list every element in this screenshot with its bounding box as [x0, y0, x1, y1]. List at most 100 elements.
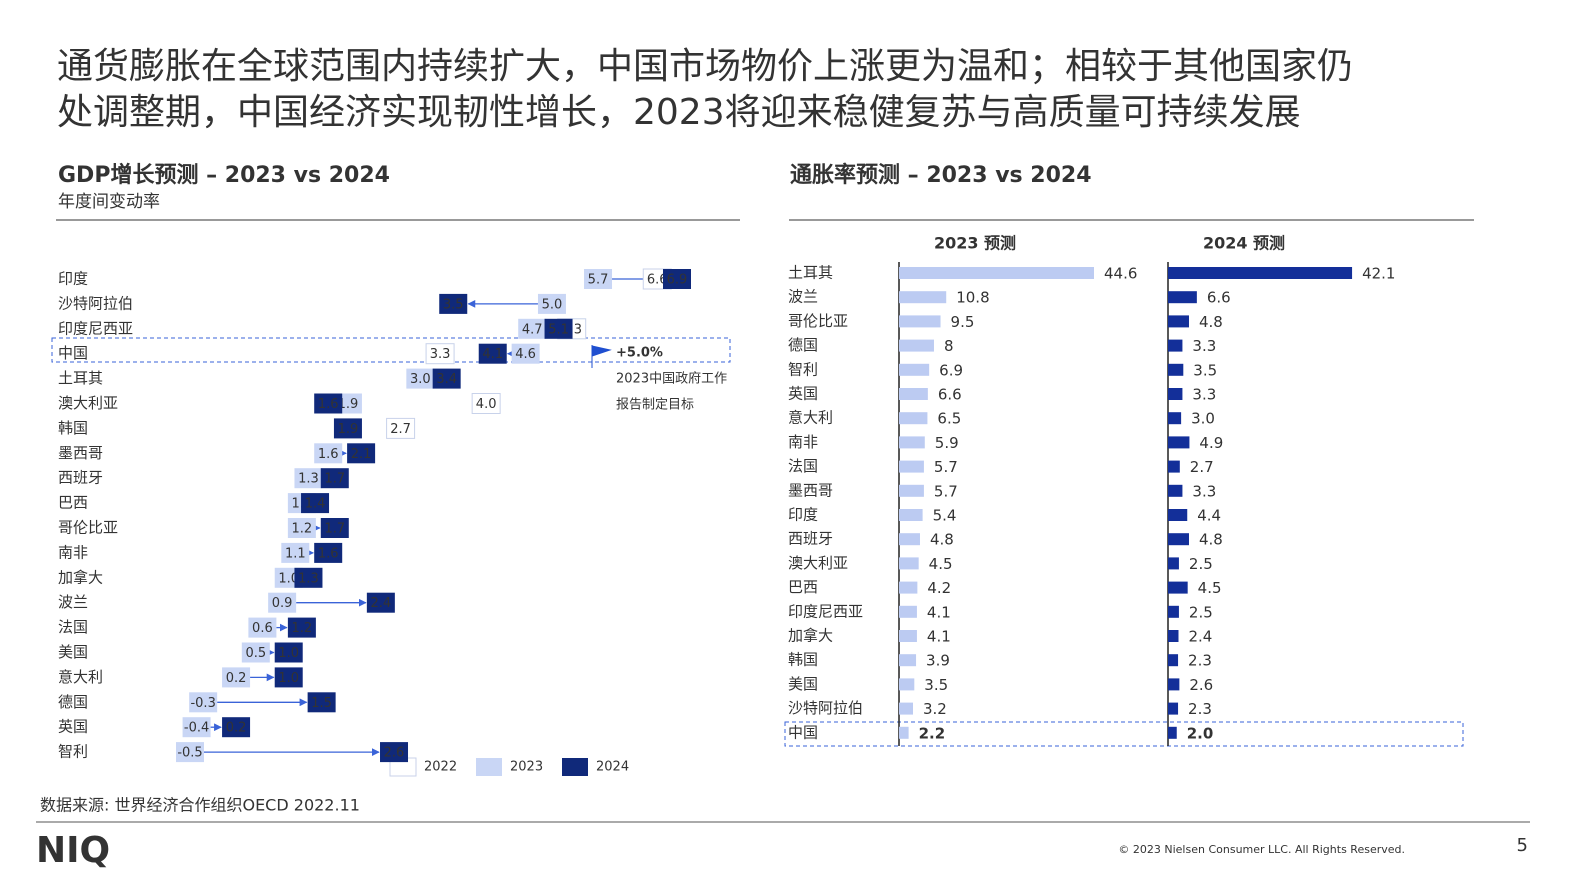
value-label: 3.5: [1193, 361, 1217, 379]
value-label: 4.8: [1199, 531, 1223, 549]
value-box: [248, 617, 277, 638]
value-box: [478, 343, 507, 364]
category-label: 澳大利亚: [788, 554, 848, 572]
value-label: 1.7: [324, 522, 345, 537]
value-box: [274, 667, 303, 688]
value-label: 3.5: [443, 297, 464, 312]
bar: [1168, 363, 1184, 376]
category-label: 西班牙: [58, 469, 103, 487]
category-label: 沙特阿拉伯: [58, 294, 133, 312]
value-box: [432, 368, 461, 389]
value-label: 6.6: [647, 273, 668, 288]
value-box: [663, 269, 691, 289]
category-label: 韩国: [788, 651, 818, 669]
category-label: 墨西哥: [788, 481, 833, 499]
value-box: [287, 617, 316, 638]
bar: [899, 412, 928, 425]
category-label: 印度尼西亚: [58, 319, 133, 337]
value-box: [333, 418, 362, 439]
bar: [1168, 557, 1179, 570]
value-label: 1.6: [318, 397, 339, 412]
value-label: 4.5: [1198, 579, 1222, 597]
value-box: [222, 667, 251, 688]
value-box: [314, 443, 343, 464]
value-label: 4.1: [927, 628, 951, 646]
value-label: 4.8: [930, 531, 954, 549]
category-label: 沙特阿拉伯: [788, 699, 863, 717]
value-label: 1.5: [311, 696, 332, 711]
value-label: 9.5: [951, 313, 975, 331]
value-label: 1.7: [324, 472, 345, 487]
value-box: [241, 642, 270, 663]
page-number: 5: [1517, 835, 1528, 856]
legend-label: 2024: [596, 760, 629, 775]
value-label: 2.7: [1190, 458, 1214, 476]
value-box: [294, 468, 323, 489]
value-label: 44.6: [1104, 265, 1137, 283]
category-label: 德国: [788, 336, 818, 354]
value-box: [518, 318, 547, 339]
value-label: 1.0: [278, 671, 299, 686]
category-label: 加拿大: [58, 568, 103, 586]
value-box: [182, 717, 211, 738]
value-label: 5.4: [933, 507, 957, 525]
category-label: 法国: [788, 457, 818, 475]
value-box: [268, 592, 297, 613]
value-label: 6.6: [1207, 289, 1231, 307]
value-box: [176, 742, 204, 763]
bar: [1168, 339, 1183, 352]
value-label: 3.4: [436, 372, 457, 387]
value-label: 4.4: [1197, 507, 1221, 525]
bar: [899, 509, 923, 521]
value-box: [294, 567, 323, 588]
bar: [899, 533, 920, 546]
value-label: 4.0: [476, 397, 497, 412]
value-label: 1.3: [298, 571, 319, 586]
bar: [1168, 509, 1188, 521]
bar: [1168, 436, 1190, 449]
value-label: 1.4: [305, 497, 326, 512]
value-box: [537, 293, 566, 314]
category-label: 波兰: [788, 288, 818, 306]
value-box: [471, 393, 501, 414]
category-label: 巴西: [58, 494, 88, 512]
highlight-box: [784, 721, 1464, 747]
value-label: 5.1: [548, 322, 569, 337]
value-label: 6.5: [937, 410, 961, 428]
value-label: 2.4: [1188, 628, 1212, 646]
value-label: 4.5: [929, 555, 953, 573]
value-label: 6.6: [938, 386, 962, 404]
bar: [899, 726, 909, 739]
bar: [899, 460, 924, 473]
bar: [899, 363, 930, 376]
value-label: 4.7: [522, 322, 543, 337]
category-label: 墨西哥: [58, 444, 103, 462]
category-label: 澳大利亚: [58, 394, 118, 412]
value-box: [281, 542, 310, 563]
value-label: 3.2: [923, 700, 947, 718]
value-label: 2.6: [384, 746, 405, 761]
category-label: 哥伦比亚: [788, 312, 848, 330]
value-label: 4.8: [1199, 313, 1223, 331]
value-box: [222, 717, 251, 738]
value-label: 1.9: [338, 422, 359, 437]
legend-label: 2023: [510, 760, 543, 775]
bar: [1168, 388, 1183, 400]
value-box: [320, 468, 349, 489]
category-label: 美国: [788, 675, 818, 693]
value-label: 6.9: [667, 273, 688, 288]
category-label: 哥伦比亚: [58, 519, 118, 537]
value-box: [511, 343, 540, 364]
value-label: -0.5: [177, 746, 202, 761]
bar: [1168, 484, 1183, 497]
bar: [1168, 654, 1179, 667]
value-box: [584, 269, 613, 289]
bar: [1168, 702, 1179, 715]
value-label: 5.7: [588, 273, 609, 288]
value-label: 1.6: [318, 447, 339, 462]
value-label: 2.5: [1189, 555, 1213, 573]
value-box: [380, 742, 409, 763]
value-box: [406, 368, 435, 389]
category-label: 土耳其: [788, 264, 833, 282]
bar: [899, 291, 947, 304]
